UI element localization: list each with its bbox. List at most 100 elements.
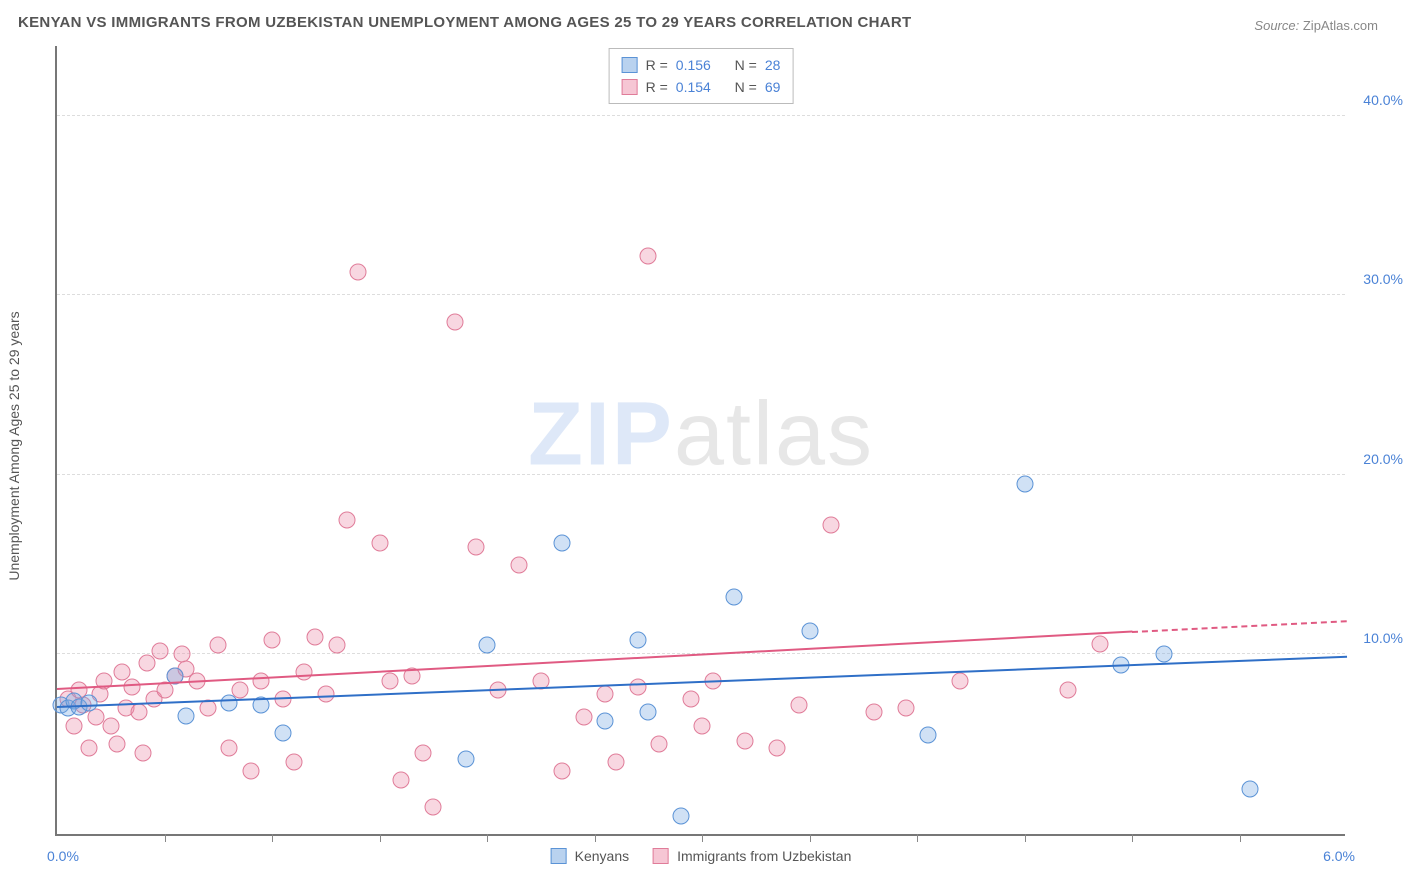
data-point	[952, 673, 969, 690]
watermark-atlas: atlas	[674, 384, 874, 484]
x-tick	[702, 834, 703, 842]
data-point	[210, 637, 227, 654]
data-point	[382, 673, 399, 690]
r-value-uzbek: 0.154	[676, 76, 711, 98]
data-point	[823, 517, 840, 534]
data-point	[801, 623, 818, 640]
data-point	[425, 799, 442, 816]
data-point	[221, 694, 238, 711]
data-point	[575, 709, 592, 726]
source-value: ZipAtlas.com	[1303, 18, 1378, 33]
legend-label-uzbek: Immigrants from Uzbekistan	[677, 848, 851, 864]
x-tick	[1240, 834, 1241, 842]
x-tick	[1025, 834, 1026, 842]
data-point	[737, 732, 754, 749]
data-point	[317, 685, 334, 702]
data-point	[769, 739, 786, 756]
gridline	[57, 294, 1345, 295]
data-point	[328, 637, 345, 654]
data-point	[152, 642, 169, 659]
data-point	[81, 739, 98, 756]
data-point	[629, 632, 646, 649]
data-point	[511, 556, 528, 573]
series-legend: Kenyans Immigrants from Uzbekistan	[551, 848, 852, 864]
trendline-extrapolated	[1132, 620, 1347, 633]
gridline	[57, 474, 1345, 475]
data-point	[1242, 781, 1259, 798]
data-point	[629, 678, 646, 695]
data-point	[640, 703, 657, 720]
x-tick	[487, 834, 488, 842]
data-point	[457, 750, 474, 767]
data-point	[221, 739, 238, 756]
data-point	[124, 678, 141, 695]
gridline	[57, 115, 1345, 116]
data-point	[130, 703, 147, 720]
data-point	[296, 664, 313, 681]
data-point	[1091, 635, 1108, 652]
y-axis-title: Unemployment Among Ages 25 to 29 years	[6, 311, 22, 580]
n-value-uzbek: 69	[765, 76, 781, 98]
correlation-legend: R = 0.156 N = 28 R = 0.154 N = 69	[609, 48, 794, 104]
data-point	[242, 763, 259, 780]
data-point	[371, 535, 388, 552]
r-value-kenyans: 0.156	[676, 54, 711, 76]
x-tick	[1132, 834, 1133, 842]
x-axis-max-label: 6.0%	[1323, 848, 1355, 864]
data-point	[597, 685, 614, 702]
legend-row-uzbek: R = 0.154 N = 69	[622, 76, 781, 98]
data-point	[81, 694, 98, 711]
source-attribution: Source: ZipAtlas.com	[1254, 18, 1378, 33]
data-point	[683, 691, 700, 708]
data-point	[790, 696, 807, 713]
data-point	[139, 655, 156, 672]
data-point	[274, 725, 291, 742]
x-tick	[380, 834, 381, 842]
x-tick	[917, 834, 918, 842]
data-point	[651, 736, 668, 753]
swatch-icon	[551, 848, 567, 864]
data-point	[253, 673, 270, 690]
data-point	[446, 314, 463, 331]
watermark: ZIPatlas	[528, 383, 874, 486]
swatch-icon	[622, 57, 638, 73]
data-point	[554, 535, 571, 552]
legend-label-kenyans: Kenyans	[575, 848, 629, 864]
data-point	[414, 745, 431, 762]
data-point	[640, 247, 657, 264]
x-tick	[272, 834, 273, 842]
data-point	[1016, 475, 1033, 492]
data-point	[393, 772, 410, 789]
x-tick	[595, 834, 596, 842]
legend-item-kenyans: Kenyans	[551, 848, 629, 864]
chart-title: KENYAN VS IMMIGRANTS FROM UZBEKISTAN UNE…	[18, 14, 912, 31]
data-point	[672, 808, 689, 825]
y-tick-label: 10.0%	[1363, 630, 1403, 646]
legend-item-uzbek: Immigrants from Uzbekistan	[653, 848, 851, 864]
scatter-plot-area: ZIPatlas R = 0.156 N = 28 R = 0.154 N = …	[55, 46, 1345, 836]
data-point	[264, 632, 281, 649]
r-label: R =	[646, 54, 668, 76]
y-tick-label: 30.0%	[1363, 271, 1403, 287]
data-point	[554, 763, 571, 780]
data-point	[726, 589, 743, 606]
swatch-icon	[653, 848, 669, 864]
r-label: R =	[646, 76, 668, 98]
trendline	[57, 656, 1347, 708]
x-tick	[810, 834, 811, 842]
x-tick	[165, 834, 166, 842]
x-axis-min-label: 0.0%	[47, 848, 79, 864]
data-point	[285, 754, 302, 771]
legend-row-kenyans: R = 0.156 N = 28	[622, 54, 781, 76]
n-value-kenyans: 28	[765, 54, 781, 76]
data-point	[1156, 646, 1173, 663]
data-point	[866, 703, 883, 720]
data-point	[694, 718, 711, 735]
data-point	[1059, 682, 1076, 699]
source-label: Source:	[1254, 18, 1299, 33]
data-point	[178, 707, 195, 724]
data-point	[135, 745, 152, 762]
data-point	[608, 754, 625, 771]
n-label: N =	[735, 54, 757, 76]
data-point	[898, 700, 915, 717]
